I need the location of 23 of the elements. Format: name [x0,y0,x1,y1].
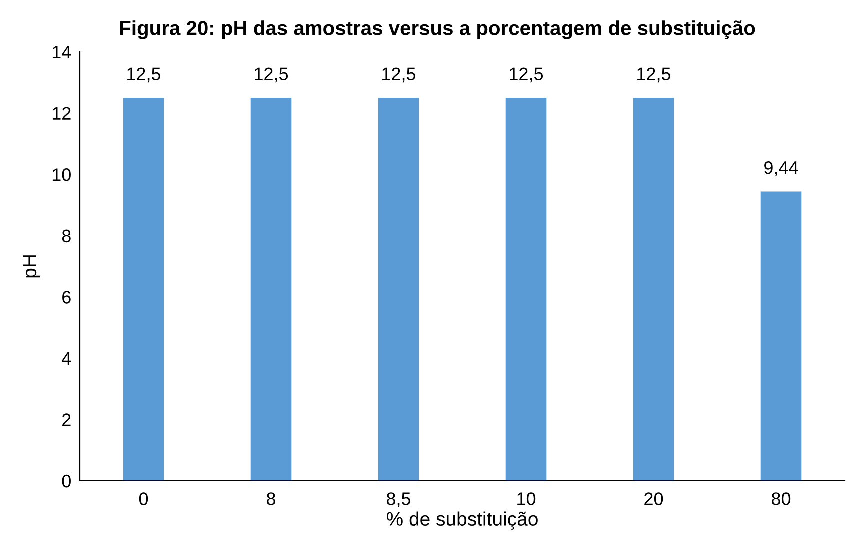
data-label: 12,5 [510,68,544,83]
data-label: 12,5 [638,68,671,83]
x-axis-title: % de substituição [386,512,538,530]
y-axis-title: pH [23,256,40,278]
data-label: 12,5 [128,68,161,83]
y-tick-label: 8 [62,230,71,243]
chart-title: Figura 20: pH das amostras versus a porcentagem de substituição [120,20,756,40]
x-tick-label: 8,5 [386,492,411,508]
y-tick-label: 4 [62,352,72,365]
y-tick-label: 10 [52,168,71,182]
x-tick-label: 8 [267,492,276,506]
data-label: 9,44 [764,161,798,176]
x-tick-label: 80 [772,492,791,506]
x-tick-label: 0 [139,492,148,506]
y-tick-label: 6 [62,291,71,304]
y-tick-label: 2 [62,414,71,426]
data-label: 12,5 [382,68,416,83]
x-tick-label: 20 [644,492,664,506]
y-tick-label: 12 [52,107,71,120]
y-tick-label: 0 [62,474,71,488]
data-label: 12,5 [255,68,288,83]
y-tick-label: 14 [52,46,72,59]
x-tick-label: 10 [518,492,536,506]
